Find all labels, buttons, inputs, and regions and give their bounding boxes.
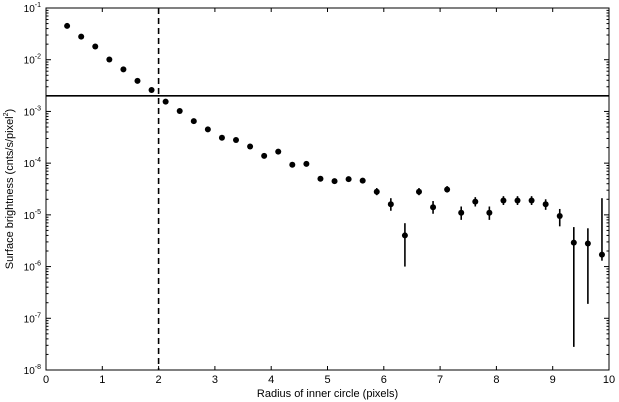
data-point (556, 213, 563, 220)
x-tick-label: 2 (156, 374, 162, 386)
data-point (472, 198, 479, 205)
y-tick-label-exponent: -2 (35, 54, 41, 61)
data-point (542, 201, 549, 208)
data-point (598, 251, 605, 258)
y-tick-label-base: 10 (24, 211, 36, 222)
data-point (317, 175, 324, 182)
y-tick-label-exponent: -1 (35, 2, 41, 9)
y-axis-label: Surface brightness (cnts/s/pixel2) (3, 109, 16, 269)
y-tick-label: 10-4 (24, 157, 41, 170)
data-point (134, 77, 141, 84)
y-tick-label-exponent: -5 (35, 209, 41, 216)
y-axis-ticks: 10-810-710-610-510-410-310-210-1 (24, 2, 609, 377)
data-point (528, 197, 535, 204)
data-point (500, 197, 507, 204)
reference-lines (46, 8, 609, 370)
y-tick-label-base: 10 (24, 314, 36, 325)
y-tick-label: 10-7 (24, 312, 41, 325)
data-point (92, 43, 99, 50)
x-tick-label: 1 (99, 374, 105, 386)
x-tick-label: 10 (603, 374, 615, 386)
data-point (514, 197, 521, 204)
data-point (233, 137, 240, 144)
y-tick-label: 10-1 (24, 2, 41, 15)
data-point (162, 98, 169, 105)
y-tick-label-base: 10 (24, 263, 36, 274)
x-tick-label: 3 (212, 374, 218, 386)
y-axis-label-main: Surface brightness (cnts/s/pixel (4, 116, 16, 269)
data-point (289, 161, 296, 168)
y-tick-label: 10-8 (24, 364, 41, 377)
data-point (584, 240, 591, 247)
data-point (359, 177, 366, 184)
data-point (373, 188, 380, 195)
data-point (331, 178, 338, 185)
data-point (78, 33, 85, 40)
y-axis-label-close: ) (4, 109, 16, 113)
data-point (120, 66, 127, 73)
y-tick-label: 10-2 (24, 54, 41, 67)
y-tick-label: 10-5 (24, 209, 41, 222)
y-tick-label: 10-6 (24, 261, 41, 274)
data-point (190, 118, 197, 125)
x-tick-label: 6 (381, 374, 387, 386)
data-point (486, 209, 493, 216)
x-tick-label: 5 (324, 374, 330, 386)
x-axis-ticks: 0 1 2 3 4 5 6 7 8 9 10 (43, 8, 615, 386)
data-point (275, 148, 282, 155)
y-tick-label-exponent: -4 (35, 157, 41, 164)
plot-marks (64, 22, 605, 347)
y-tick-label-exponent: -7 (35, 312, 41, 319)
data-point (345, 176, 352, 183)
data-point (387, 201, 394, 208)
y-tick-label-exponent: -6 (35, 261, 41, 268)
data-point (106, 56, 113, 63)
data-point (64, 22, 71, 29)
data-point (401, 232, 408, 239)
data-point (415, 188, 422, 195)
y-axis-label-exponent: 2 (3, 112, 10, 116)
data-point (148, 86, 155, 93)
y-tick-label-base: 10 (24, 159, 36, 170)
data-point (261, 152, 268, 159)
data-point (204, 126, 211, 133)
x-tick-label: 0 (43, 374, 49, 386)
y-tick-label-exponent: -8 (35, 364, 41, 371)
x-tick-label: 9 (550, 374, 556, 386)
y-tick-label: 10-3 (24, 105, 41, 118)
data-point (444, 186, 451, 193)
data-point (176, 107, 183, 114)
y-tick-label-base: 10 (24, 107, 36, 118)
y-tick-label-base: 10 (24, 366, 36, 377)
data-point (218, 134, 225, 141)
x-tick-label: 4 (268, 374, 274, 386)
y-tick-label-base: 10 (24, 4, 36, 15)
x-tick-label: 8 (493, 374, 499, 386)
data-point (247, 143, 254, 150)
y-tick-label-base: 10 (24, 56, 36, 67)
x-tick-label: 7 (437, 374, 443, 386)
data-point (570, 239, 577, 246)
data-point (430, 204, 437, 211)
data-point (303, 160, 310, 167)
x-axis-label: Radius of inner circle (pixels) (257, 388, 398, 400)
y-tick-label-exponent: -3 (35, 105, 41, 112)
data-point (458, 209, 465, 216)
